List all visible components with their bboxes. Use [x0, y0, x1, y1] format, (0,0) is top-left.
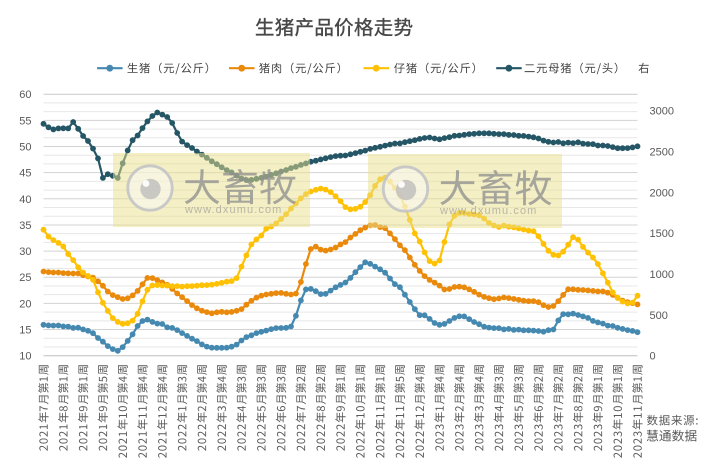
svg-text:15: 15: [19, 325, 31, 337]
svg-text:60: 60: [19, 89, 31, 101]
svg-text:500: 500: [650, 310, 668, 322]
svg-text:3000: 3000: [650, 106, 674, 118]
svg-text:40: 40: [19, 194, 31, 206]
svg-text:2000: 2000: [650, 187, 674, 199]
svg-text:2500: 2500: [650, 146, 674, 158]
svg-text:25: 25: [19, 272, 31, 284]
svg-text:0: 0: [650, 351, 656, 363]
svg-text:www.dxumu.com: www.dxumu.com: [184, 204, 282, 216]
svg-text:1500: 1500: [650, 228, 674, 240]
svg-text:35: 35: [19, 220, 31, 232]
svg-text:20: 20: [19, 298, 31, 310]
svg-text:10: 10: [19, 351, 31, 363]
svg-text:55: 55: [19, 115, 31, 127]
svg-text:50: 50: [19, 142, 31, 154]
svg-text:45: 45: [19, 168, 31, 180]
svg-text:1000: 1000: [650, 269, 674, 281]
svg-text:30: 30: [19, 246, 31, 258]
svg-text:www.dxumu.com: www.dxumu.com: [439, 205, 537, 217]
